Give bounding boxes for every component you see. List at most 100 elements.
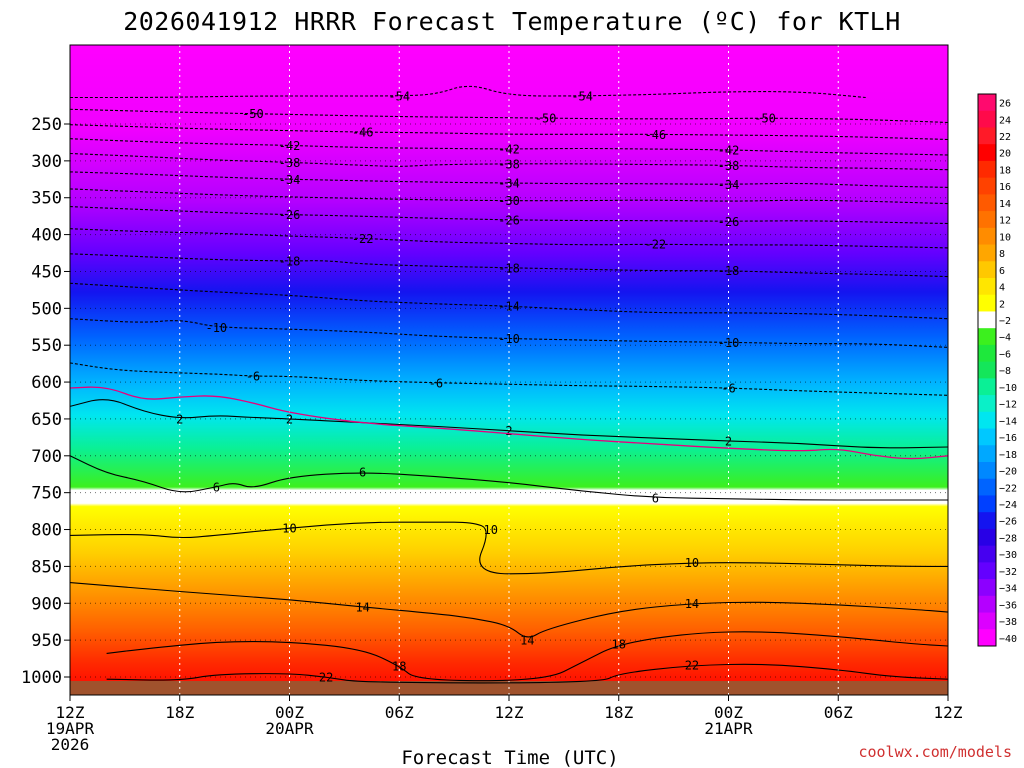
isotherm-line [70,318,948,348]
colorbar-label: −6 [999,349,1011,360]
isotherm-label: -42 [498,143,520,157]
isotherm-label: -30 [498,194,520,208]
colorbar-swatch [978,211,996,229]
isotherm-label: 6 [359,466,366,480]
x-tick-label: 18Z [165,703,194,722]
y-tick-label: 550 [31,336,62,356]
isotherm-line [106,631,948,682]
colorbar-swatch [978,462,996,480]
isotherm-label: -38 [718,159,740,173]
colorbar-swatch [978,495,996,513]
colorbar-label: 20 [999,149,1011,160]
isotherm-line [70,362,948,396]
colorbar-swatch [978,144,996,162]
isotherm-label: 6 [652,491,659,505]
colorbar-swatch [978,311,996,329]
isotherm-line [70,582,948,638]
colorbar-swatch [978,562,996,580]
y-tick-label: 400 [31,226,62,246]
y-tick-label: 700 [31,447,62,467]
colorbar-swatch [978,177,996,195]
y-tick-label: 350 [31,189,62,209]
isotherm-label: -34 [498,176,520,190]
colorbar-swatch [978,261,996,279]
isotherm-line [70,253,948,278]
isotherm-line [70,206,948,225]
colorbar-label: −24 [999,500,1017,511]
colorbar-label: −20 [999,467,1017,478]
colorbar-swatch [978,579,996,597]
isotherm-label: -38 [498,157,520,171]
y-tick-label: 800 [31,521,62,541]
x-axis-label: Forecast Time (UTC) [401,747,618,768]
isotherm-label: -50 [535,112,557,126]
isotherm-line [70,108,948,124]
colorbar-label: 26 [999,99,1011,110]
isotherm-label: -50 [242,107,264,121]
isotherm-label: -10 [718,336,740,350]
isotherm-label: -42 [279,139,301,153]
colorbar-swatch [978,361,996,379]
x-tick-label: 12Z [56,703,85,722]
colorbar-label: −2 [999,316,1011,327]
colorbar-swatch [978,127,996,145]
isotherm-line [70,399,948,449]
x-tick-label: 20APR [265,719,314,738]
colorbar-swatch [978,160,996,179]
isotherm-line [70,521,948,575]
colorbar-swatch [978,612,996,630]
colorbar-label: −22 [999,483,1017,494]
colorbar-label: −26 [999,517,1017,528]
isotherm-label: -6 [721,381,735,395]
isotherm-contours: -54 -54-50 -50 -50-46 -46-42 -42 -42-38 -38 -38-… [70,85,948,685]
colorbar-label: 12 [999,216,1011,227]
isotherm-label: 18 [392,659,406,673]
isotherm-label: -26 [498,213,520,227]
isotherm-label: -22 [644,238,666,252]
colorbar-label: 8 [999,249,1005,260]
colorbar-label: −16 [999,433,1017,444]
x-tick-label: 19APR [46,719,95,738]
y-tick-label: 250 [31,115,62,135]
isotherm-line [70,124,948,141]
y-tick-label: 650 [31,410,62,430]
y-tick-label: 600 [31,373,62,393]
isotherm-label: -22 [352,232,374,246]
isotherm-label: -6 [429,376,443,390]
isotherm-line [70,152,948,171]
isotherm-line [70,228,948,249]
colorbar-label: −34 [999,584,1017,595]
colorbar-label: −38 [999,617,1017,628]
colorbar-swatch [978,194,996,212]
isotherm-line [70,455,948,501]
isotherm-label: 2 [505,424,512,438]
y-tick-label: 450 [31,262,62,282]
colorbar-label: −32 [999,567,1017,578]
colorbar: 26 24 22 20 18 16 14 12 10 8 6 4 2 −2 −4 −6 −8 −10 −12 −14 −… [977,93,1017,647]
colorbar-label: −36 [999,600,1017,611]
colorbar-label: 22 [999,132,1011,143]
isotherm-label: -14 [498,300,520,314]
colorbar-label: 2 [999,299,1005,310]
colorbar-swatch [978,395,996,413]
y-tick-label: 750 [31,484,62,504]
isotherm-label: -46 [352,126,374,140]
x-tick-label: 12Z [495,703,524,722]
colorbar-label: −12 [999,400,1017,411]
colorbar-label: 18 [999,165,1011,176]
x-tick-label: 12Z [934,703,963,722]
colorbar-swatch [978,227,996,246]
colorbar-label: −18 [999,450,1017,461]
colorbar-swatch [978,110,996,128]
isotherm-label: -26 [279,208,301,222]
y-tick-label: 850 [31,557,62,577]
isotherm-label: -38 [279,156,301,170]
colorbar-label: −14 [999,416,1017,427]
x-tick-label: 00Z [714,703,743,722]
plot-area: -54 -54-50 -50 -50-46 -46-42 -42 -42-38 -38 -38-… [70,45,948,695]
colorbar-swatch [978,411,996,430]
vertical-gridlines [70,45,948,695]
isotherm-label: -10 [498,332,520,346]
